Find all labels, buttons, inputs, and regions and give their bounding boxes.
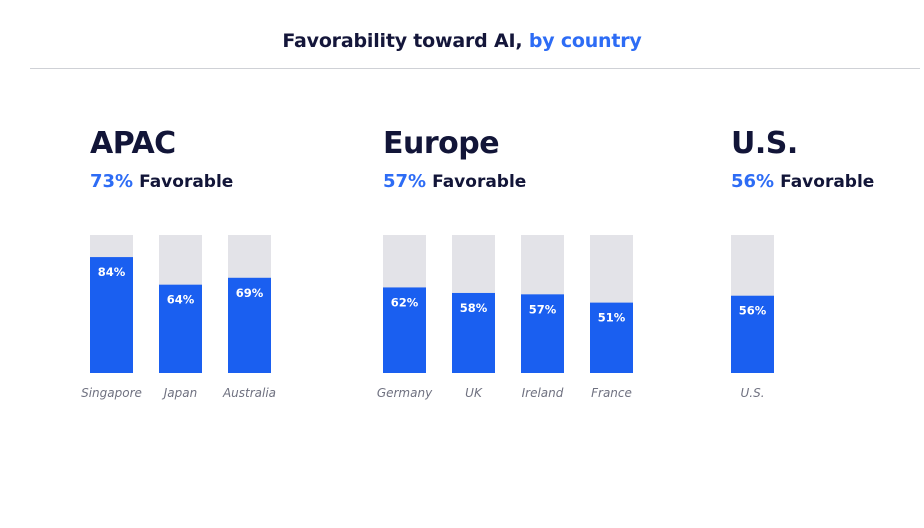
region-favorability-label: Favorable: [432, 172, 527, 192]
region-favorability: 57% Favorable: [383, 171, 526, 192]
bar-france: [590, 302, 633, 373]
category-label: Singapore: [81, 386, 142, 400]
category-label: Germany: [377, 386, 433, 400]
region-favorability-value: 57%: [383, 171, 427, 192]
region-name: U.S.: [731, 126, 798, 161]
region-favorability: 56% Favorable: [731, 171, 874, 192]
region-europe: Europe 57% Favorable: [383, 126, 526, 192]
bar-japan: [159, 284, 202, 373]
bar-value-label: 51%: [598, 311, 626, 325]
bar-value-label: 62%: [391, 295, 419, 309]
bar-value-label: 69%: [236, 286, 264, 300]
chart-title: Favorability toward AI, by country: [0, 30, 924, 52]
chart-title-main: Favorability toward AI,: [282, 30, 523, 52]
bar-value-label: 64%: [167, 293, 195, 307]
bar-uk: [452, 292, 495, 373]
bar-singapore: [90, 257, 133, 373]
region-apac: APAC 73% Favorable: [90, 126, 233, 192]
bar-germany: [383, 287, 426, 373]
category-label: UK: [465, 386, 483, 400]
category-label: U.S.: [740, 386, 764, 400]
region-favorability-value: 73%: [90, 171, 134, 192]
category-label: Ireland: [522, 386, 564, 400]
bar-value-label: 56%: [739, 304, 767, 318]
region-name: APAC: [90, 126, 176, 161]
region-favorability-value: 56%: [731, 171, 775, 192]
bar-value-label: 58%: [460, 301, 488, 315]
bar-u-s: [731, 295, 774, 373]
chart-title-accent: by country: [528, 30, 642, 52]
bar-value-label: 84%: [98, 265, 126, 279]
category-label: France: [591, 386, 632, 400]
region-favorability-label: Favorable: [780, 172, 875, 192]
title-divider: [30, 68, 920, 69]
bar-value-label: 57%: [529, 302, 557, 316]
category-label: Australia: [222, 386, 276, 400]
category-label: Japan: [162, 386, 197, 400]
region-name: Europe: [383, 126, 500, 161]
region-favorability-label: Favorable: [139, 172, 234, 192]
bar-ireland: [521, 294, 564, 373]
region-us: U.S. 56% Favorable: [731, 126, 874, 192]
bar-australia: [228, 277, 271, 373]
region-favorability: 73% Favorable: [90, 171, 233, 192]
